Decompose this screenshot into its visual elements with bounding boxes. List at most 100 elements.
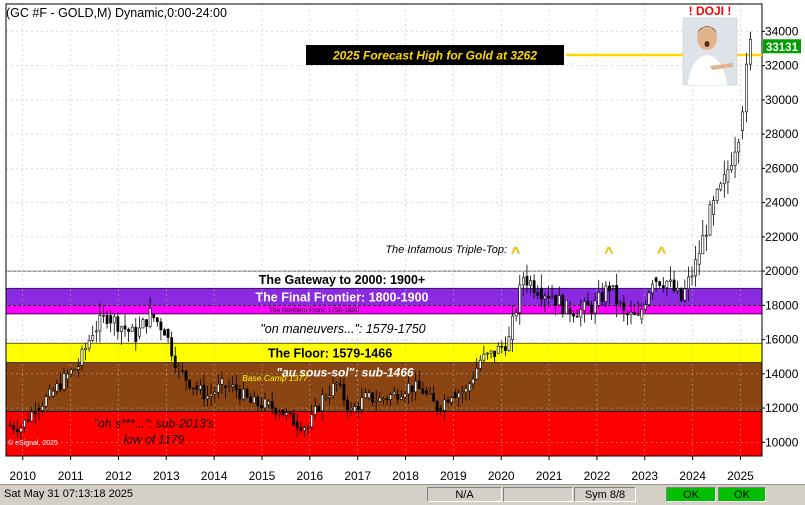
plot-border [5, 3, 763, 457]
candle-body [367, 392, 371, 399]
x-tick-label-5: 2015 [249, 469, 276, 483]
candle-body [263, 398, 267, 409]
x-tick-label-4: 2014 [201, 469, 228, 483]
candle-body [726, 169, 730, 183]
candle-body [245, 388, 249, 398]
candle-body [270, 401, 274, 409]
candle-body [636, 313, 640, 316]
candle-body [8, 424, 12, 427]
triple-top-marker-0: ^ [511, 244, 520, 261]
y-tick-label-8: 26000 [765, 161, 799, 175]
candle-body [687, 276, 690, 290]
candle-body [730, 165, 733, 171]
y-tick-label-1: 12000 [765, 401, 799, 415]
candle-body [554, 294, 558, 306]
candle-body [665, 280, 669, 289]
candle-body [410, 385, 414, 393]
candle-body [694, 259, 698, 277]
candle-body [105, 315, 109, 324]
candle-body [281, 409, 285, 416]
status-na: N/A [427, 487, 502, 502]
candle-body [102, 315, 105, 317]
candle-body [701, 235, 705, 255]
zone-label-5: The Final Frontier: 1800-1900 [256, 290, 429, 304]
candle-body [23, 419, 26, 428]
candle-body [385, 398, 389, 401]
x-tick-label-8: 2018 [392, 469, 419, 483]
candle-body [195, 385, 199, 390]
candle-body [608, 285, 611, 292]
candle-body [313, 406, 317, 415]
zone-band-0 [5, 411, 763, 457]
candle-body [44, 396, 48, 407]
candle-body [252, 396, 256, 404]
candle-body [80, 349, 84, 366]
zone-label-3: "on maneuvers...": 1579-1750 [260, 322, 425, 336]
y-tick-label-3: 16000 [765, 333, 799, 347]
candle-body [73, 369, 77, 371]
candle-body [274, 408, 278, 415]
candle-body [586, 301, 590, 306]
candle-body [414, 381, 418, 393]
candle-body [489, 350, 493, 354]
y-tick-label-10: 30000 [765, 93, 799, 107]
gold-chart: 2025 Forecast High for Gold at 3262 "oh … [0, 0, 805, 484]
candle-body [191, 387, 195, 390]
candle-body [633, 311, 637, 315]
candle-body [267, 401, 270, 405]
candle-body [137, 327, 141, 337]
candle-body [579, 309, 583, 318]
candle-body [572, 313, 575, 317]
x-tick-label-7: 2017 [344, 469, 371, 483]
forecast-label-box [306, 45, 564, 66]
candle-body [708, 204, 712, 236]
candle-body [697, 253, 701, 265]
candle-body [679, 287, 683, 301]
candle-body [582, 301, 586, 311]
candle-body [224, 385, 227, 388]
candle-body [647, 292, 651, 305]
y-tick-label-6: 22000 [765, 230, 799, 244]
candle-body [486, 352, 489, 355]
candle-body [37, 407, 41, 411]
last-price-box [763, 39, 801, 54]
candle-body [676, 287, 680, 292]
candle-body [288, 412, 292, 414]
candle-body [443, 399, 446, 411]
candle-body [317, 406, 321, 412]
candle-body [475, 368, 479, 380]
x-tick-label-1: 2011 [58, 469, 84, 483]
candle-body [155, 317, 159, 323]
candle-body [198, 384, 202, 390]
candle-body [521, 277, 525, 286]
y-tick-label-5: 20000 [765, 264, 799, 278]
candle-body [733, 151, 737, 166]
candle-body [98, 315, 102, 332]
candle-body [112, 316, 116, 324]
candle-body [382, 398, 385, 401]
candle-body [216, 383, 220, 393]
candle-body [565, 299, 568, 314]
x-tick-label-10: 2020 [488, 469, 515, 483]
candle-body [690, 275, 694, 278]
candle-body [539, 287, 543, 300]
candle-body [672, 279, 676, 292]
candle-body [152, 313, 156, 319]
candle-body [654, 277, 658, 283]
candle-body [525, 275, 529, 286]
candle-body [259, 405, 263, 409]
x-tick-label-11: 2021 [536, 469, 563, 483]
x-tick-label-13: 2023 [631, 469, 658, 483]
candle-body [504, 346, 507, 351]
zone-label-0: "oh s***...": sub-2013's [94, 416, 214, 430]
candle-body [651, 283, 654, 294]
candle-body [209, 393, 213, 397]
candle-body [177, 366, 181, 369]
candle-body [557, 295, 561, 306]
candle-body [661, 285, 665, 289]
candle-body [342, 384, 346, 401]
x-tick-label-6: 2016 [296, 469, 323, 483]
x-tick-label-2: 2012 [105, 469, 132, 483]
candle-body [568, 308, 572, 315]
candle-body [561, 295, 565, 314]
